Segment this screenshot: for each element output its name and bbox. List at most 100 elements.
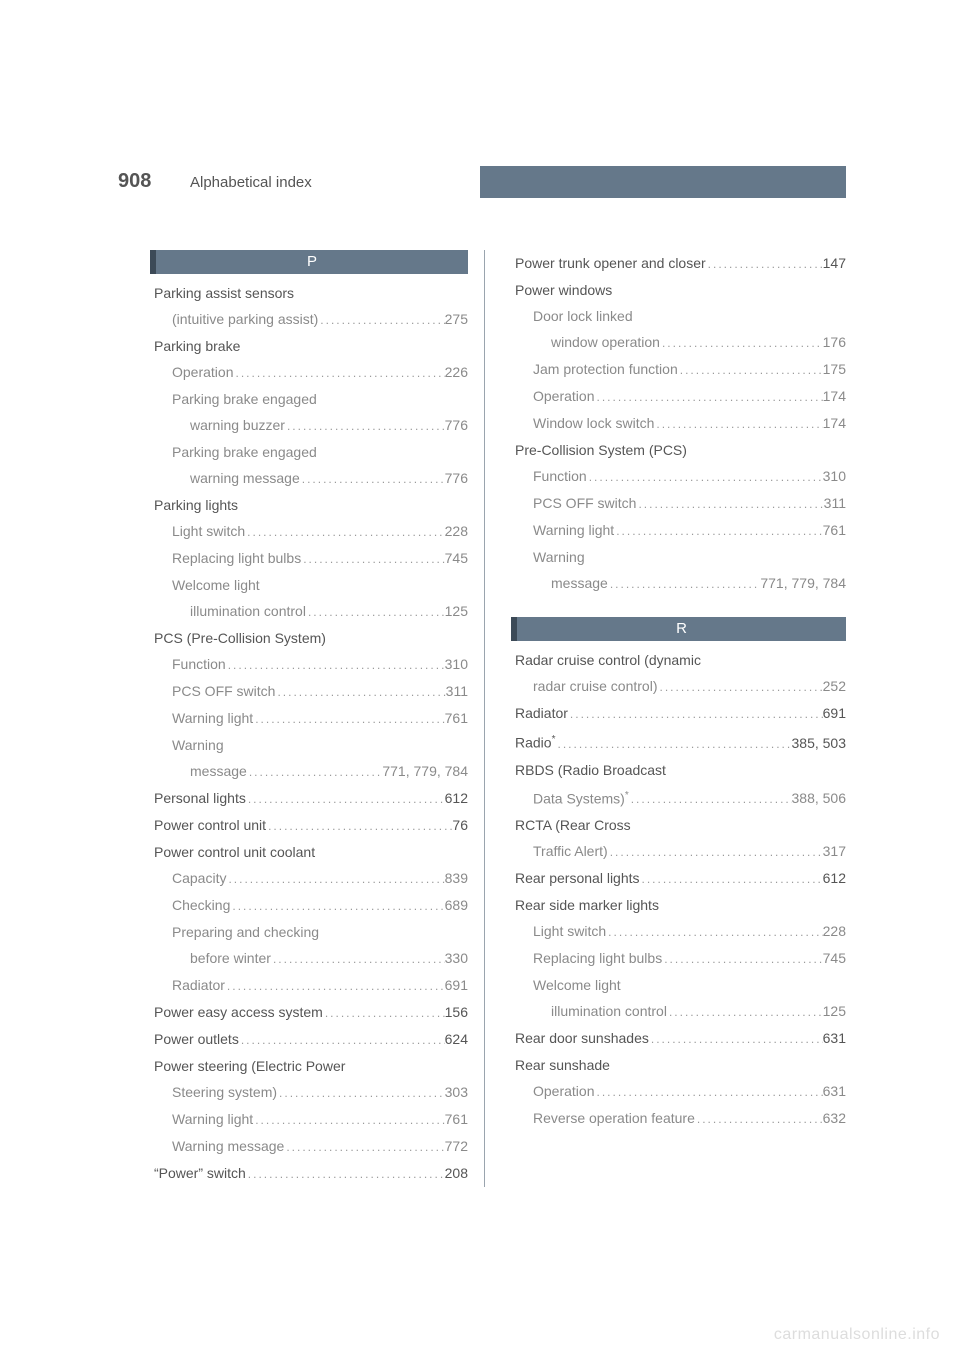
- index-entry-label: Checking: [172, 892, 230, 918]
- index-entry: Radio*..................................…: [511, 727, 846, 757]
- leader-dots: ........................................…: [277, 1080, 445, 1106]
- index-entry: Power easy access system................…: [150, 999, 468, 1026]
- leader-dots: ........................................…: [225, 973, 445, 999]
- index-entry-label: Welcome light: [533, 972, 621, 998]
- leader-dots: ........................................…: [300, 466, 445, 492]
- index-entry: Operation...............................…: [150, 359, 468, 386]
- leader-dots: ........................................…: [226, 652, 445, 678]
- index-entry: Replacing light bulbs...................…: [150, 545, 468, 572]
- leader-dots: ........................................…: [667, 999, 823, 1025]
- header-mask-right: [846, 166, 960, 198]
- index-entry-page: 275: [445, 306, 468, 332]
- leader-dots: ........................................…: [636, 491, 823, 517]
- index-entry: Warning message.........................…: [150, 1133, 468, 1160]
- index-entry-label: Warning message: [172, 1133, 284, 1159]
- index-entry: Function................................…: [150, 651, 468, 678]
- index-entry: Light switch............................…: [511, 918, 846, 945]
- index-entry-label: illumination control: [551, 998, 667, 1024]
- index-entry-label: warning buzzer: [190, 412, 285, 438]
- index-entry: warning message.........................…: [150, 465, 468, 492]
- index-entry: Welcome light...........................…: [150, 572, 468, 598]
- index-entry-label: Reverse operation feature: [533, 1105, 695, 1131]
- index-entry-page: 761: [445, 1106, 468, 1132]
- index-entry: Parking brake engaged...................…: [150, 386, 468, 412]
- leader-dots: ........................................…: [306, 599, 445, 625]
- index-entry-page: 631: [823, 1078, 846, 1104]
- leader-dots: ........................................…: [587, 464, 823, 490]
- index-entry: Data Systems)*..........................…: [511, 783, 846, 813]
- index-entry: Rear side marker lights.................…: [511, 892, 846, 918]
- leader-dots: ........................................…: [706, 251, 823, 277]
- index-entry-page: 174: [823, 383, 846, 409]
- index-entry: illumination control....................…: [150, 598, 468, 625]
- index-entry: Traffic Alert)..........................…: [511, 838, 846, 865]
- index-entry-label: Warning light: [172, 1106, 253, 1132]
- index-entry-label: Power control unit coolant: [154, 839, 315, 865]
- leader-dots: ........................................…: [608, 571, 761, 597]
- index-entry-page: 310: [445, 651, 468, 677]
- index-entry: Power trunk opener and closer...........…: [511, 250, 846, 277]
- index-entry: Power steering (Electric Power..........…: [150, 1053, 468, 1079]
- index-entry-page: 125: [445, 598, 468, 624]
- index-entry-label: Operation: [172, 359, 233, 385]
- right-column: Power trunk opener and closer...........…: [511, 250, 846, 1187]
- index-entry-page: 612: [823, 865, 846, 891]
- index-entry: message.................................…: [511, 570, 846, 597]
- index-entry-page: 761: [445, 705, 468, 731]
- index-entry: PCS OFF switch..........................…: [511, 490, 846, 517]
- leader-dots: ........................................…: [271, 946, 445, 972]
- index-entry: Warning light...........................…: [150, 1106, 468, 1133]
- index-entry-label: Power easy access system: [154, 999, 323, 1025]
- index-columns: P Parking assist sensors................…: [150, 250, 850, 1187]
- index-entry-page: 228: [823, 918, 846, 944]
- index-entry-label: window operation: [551, 329, 660, 355]
- index-entry: Rear door sunshades.....................…: [511, 1025, 846, 1052]
- leader-dots: ........................................…: [695, 1106, 823, 1132]
- index-entry-page: 330: [445, 945, 468, 971]
- index-entry-label: Data Systems)*: [533, 783, 629, 812]
- index-entry-label: Warning light: [533, 517, 614, 543]
- index-entry-page: 226: [445, 359, 468, 385]
- index-entry-label: Radiator: [172, 972, 225, 998]
- index-entry-label: illumination control: [190, 598, 306, 624]
- index-entry: Preparing and checking..................…: [150, 919, 468, 945]
- index-entry: Rear personal lights....................…: [511, 865, 846, 892]
- index-entry-label: Light switch: [533, 918, 606, 944]
- leader-dots: ........................................…: [284, 1134, 444, 1160]
- leader-dots: ........................................…: [226, 866, 444, 892]
- index-entry-label: Door lock linked: [533, 303, 633, 329]
- index-entry-page: 776: [445, 465, 468, 491]
- leader-dots: ........................................…: [568, 701, 823, 727]
- index-entry: radar cruise control)...................…: [511, 673, 846, 700]
- index-entry-label: Function: [533, 463, 587, 489]
- index-entry-label: PCS (Pre-Collision System): [154, 625, 326, 651]
- index-entry-label: Power trunk opener and closer: [515, 250, 706, 276]
- index-entry-page: 303: [445, 1079, 468, 1105]
- index-entry-page: 125: [823, 998, 846, 1024]
- leader-dots: ........................................…: [239, 1027, 445, 1053]
- right-bottom-entries: Radar cruise control (dynamic...........…: [511, 647, 846, 1132]
- index-entry: Replacing light bulbs...................…: [511, 945, 846, 972]
- index-entry-page: 771, 779, 784: [382, 758, 468, 784]
- section-header-p: P: [150, 250, 468, 274]
- index-entry-label: “Power” switch: [154, 1160, 246, 1186]
- index-entry: (intuitive parking assist)..............…: [150, 306, 468, 333]
- leader-dots: ........................................…: [246, 1161, 445, 1187]
- leader-dots: ........................................…: [594, 1079, 822, 1105]
- leader-dots: ........................................…: [230, 893, 444, 919]
- index-entry-label: RBDS (Radio Broadcast: [515, 757, 666, 783]
- leader-dots: ........................................…: [323, 1000, 445, 1026]
- index-entry-label: Power steering (Electric Power: [154, 1053, 345, 1079]
- index-entry: Capacity................................…: [150, 865, 468, 892]
- leader-dots: ........................................…: [662, 946, 822, 972]
- leader-dots: ........................................…: [253, 706, 444, 732]
- leader-dots: ........................................…: [629, 786, 792, 812]
- index-entry-label: message: [551, 570, 608, 596]
- index-entry-label: Power control unit: [154, 812, 266, 838]
- index-entry-page: 776: [445, 412, 468, 438]
- leader-dots: ........................................…: [678, 357, 823, 383]
- index-entry: Parking brake...........................…: [150, 333, 468, 359]
- index-entry-label: Parking brake: [154, 333, 240, 359]
- leader-dots: ........................................…: [640, 866, 823, 892]
- index-entry: Light switch............................…: [150, 518, 468, 545]
